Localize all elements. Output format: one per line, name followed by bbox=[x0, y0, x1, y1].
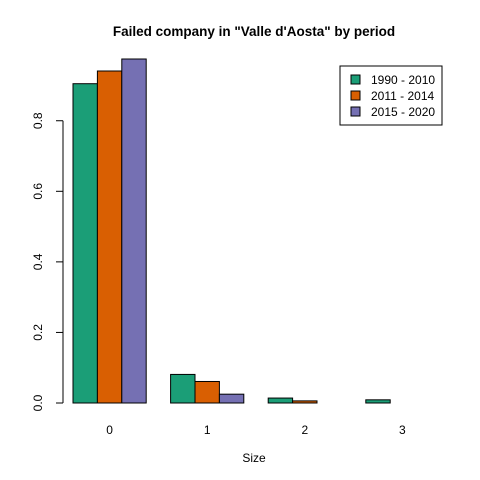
bar-1-series-3 bbox=[218, 393, 245, 404]
bars-layer bbox=[72, 58, 391, 404]
x-axis: 0 1 2 3 bbox=[106, 423, 406, 437]
x-tick-label: 3 bbox=[399, 423, 406, 437]
bar-0-series-3 bbox=[121, 58, 147, 404]
legend-swatch bbox=[350, 90, 361, 101]
legend-swatch bbox=[350, 74, 361, 85]
legend-swatch bbox=[350, 106, 361, 117]
bar-1-series-1 bbox=[170, 373, 196, 404]
y-tick-label: 0.2 bbox=[31, 324, 45, 341]
legend-label: 2015 - 2020 bbox=[371, 105, 435, 119]
legend-label: 2011 - 2014 bbox=[371, 89, 434, 103]
legend-label: 1990 - 2010 bbox=[371, 73, 435, 87]
y-tick-label: 0.6 bbox=[31, 183, 45, 200]
y-tick-label: 0.0 bbox=[31, 394, 45, 411]
bar-0-series-1 bbox=[72, 83, 98, 404]
bar-1-series-2 bbox=[194, 380, 220, 404]
y-tick-label: 0.8 bbox=[31, 112, 45, 129]
bar-0-series-2 bbox=[96, 70, 123, 404]
bar-3-series-1 bbox=[365, 399, 391, 404]
y-axis: 0.0 0.2 0.4 0.6 0.8 bbox=[31, 112, 64, 411]
bar-2-series-2 bbox=[292, 400, 318, 404]
x-tick-label: 2 bbox=[301, 423, 308, 437]
x-tick-label: 1 bbox=[204, 423, 211, 437]
chart-title: Failed company in "Valle d'Aosta" by per… bbox=[113, 24, 395, 39]
legend: 1990 - 2010 2011 - 2014 2015 - 2020 bbox=[339, 65, 443, 126]
x-axis-label: Size bbox=[242, 451, 266, 465]
bar-2-series-1 bbox=[267, 397, 294, 404]
y-tick-label: 0.4 bbox=[31, 253, 45, 270]
x-tick-label: 0 bbox=[106, 423, 113, 437]
